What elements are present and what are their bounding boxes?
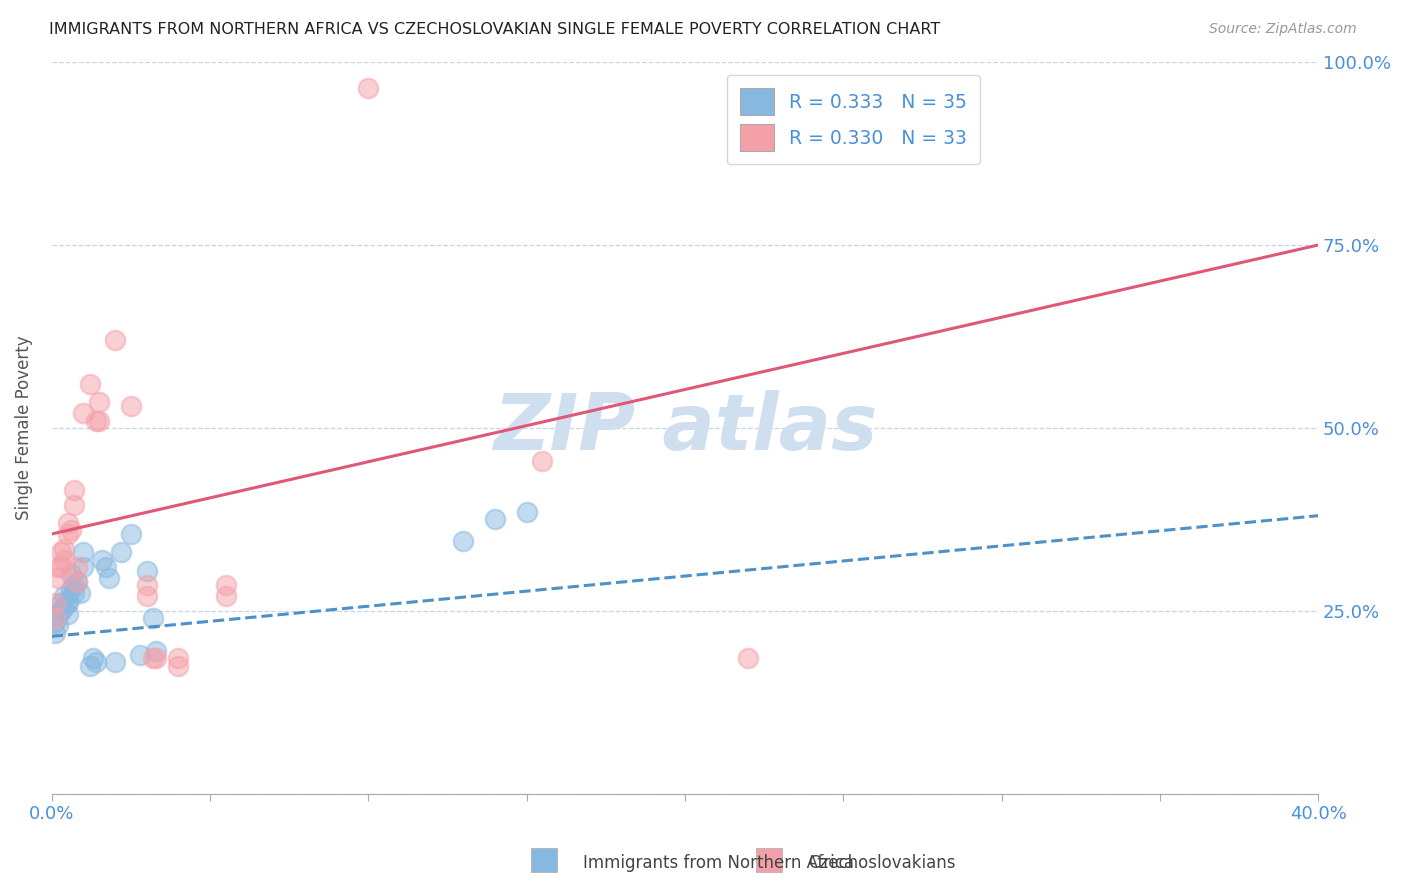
Point [72,545,94,559]
Point [46,571,69,585]
Point [531,454,554,468]
Point [59,524,82,538]
Y-axis label: Single Female Poverty: Single Female Poverty [15,335,32,520]
Point [51,604,73,618]
Point [44,611,66,625]
Legend: R = 0.333   N = 35, R = 0.330   N = 33: R = 0.333 N = 35, R = 0.330 N = 33 [727,75,980,164]
Point [453,534,475,549]
Point [51,545,73,559]
Point [94,560,117,574]
Point [46,607,69,622]
Point [135,589,157,603]
Text: Source: ZipAtlas.com: Source: ZipAtlas.com [1209,22,1357,37]
Point [66,560,89,574]
Point [79,377,101,392]
Point [129,648,152,662]
Point [56,592,79,607]
Point [53,600,76,615]
Point [63,578,86,592]
Point [63,585,86,599]
Point [89,395,111,409]
Point [89,414,111,428]
Point [53,541,76,556]
Point [56,597,79,611]
Point [135,578,157,592]
Point [66,574,89,589]
Point [215,589,238,603]
Point [84,414,107,428]
Point [97,571,120,585]
Point [145,644,167,658]
Text: Immigrants from Northern Africa: Immigrants from Northern Africa [583,855,855,872]
Point [110,545,132,559]
Point [167,651,190,665]
Point [104,333,127,347]
Point [516,505,538,519]
Point [357,80,380,95]
Point [82,651,104,665]
Point [145,651,167,665]
Text: IMMIGRANTS FROM NORTHERN AFRICA VS CZECHOSLOVAKIAN SINGLE FEMALE POVERTY CORRELA: IMMIGRANTS FROM NORTHERN AFRICA VS CZECH… [49,22,941,37]
Point [72,406,94,420]
Point [84,655,107,669]
Point [53,552,76,566]
Point [51,560,73,574]
Point [120,527,142,541]
Point [66,574,89,589]
Point [44,625,66,640]
Point [72,560,94,574]
Point [59,582,82,596]
Point [63,483,86,497]
Point [91,552,114,566]
Point [44,615,66,629]
Point [142,611,165,625]
Point [56,527,79,541]
Point [46,618,69,632]
Point [53,589,76,603]
Text: ZIP atlas: ZIP atlas [492,390,877,466]
Point [56,607,79,622]
Point [44,597,66,611]
Point [56,516,79,530]
Point [215,578,238,592]
Point [59,567,82,582]
Point [104,655,127,669]
Text: Czechoslovakians: Czechoslovakians [808,855,956,872]
Point [46,560,69,574]
Point [51,597,73,611]
Point [69,585,91,599]
Point [79,658,101,673]
Point [63,498,86,512]
Point [120,399,142,413]
Point [135,564,157,578]
Point [142,651,165,665]
Point [167,658,190,673]
Point [484,512,506,526]
Point [737,651,759,665]
